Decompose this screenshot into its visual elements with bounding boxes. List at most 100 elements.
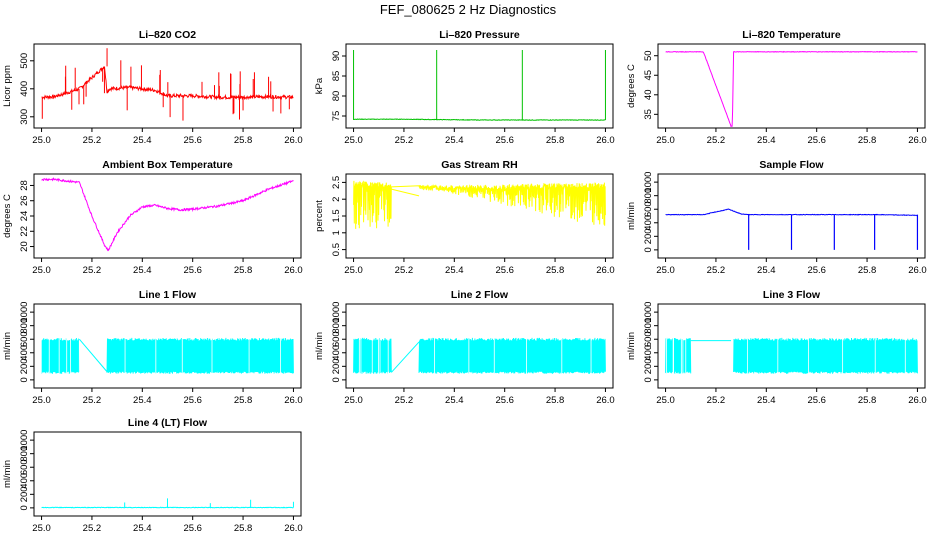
plot-frame bbox=[657, 43, 926, 129]
panel-2: Li–820 Pressure 25.0 25.2 25.4 25.6 25.8 26.0 7… bbox=[314, 29, 615, 146]
panel-9: Line 3 Flow 25.0 25.2 25.4 25.6 25.8 26.0 0 2004… bbox=[626, 289, 927, 406]
x-tick-label: 25.0 bbox=[344, 395, 363, 406]
panel-6: Sample Flow 25.0 25.2 25.4 25.6 25.8 26.0 0 2004… bbox=[626, 159, 927, 276]
panel-title: Li–820 CO2 bbox=[139, 29, 196, 41]
x-tick-label: 25.4 bbox=[445, 135, 464, 146]
x-tick-label: 26.0 bbox=[596, 135, 615, 146]
y-tick-label: 28 bbox=[19, 180, 30, 191]
y-tick-label: 300 bbox=[19, 109, 30, 125]
y-axis-label: ml/min bbox=[2, 460, 13, 488]
y-axis-label: ml/min bbox=[626, 202, 637, 230]
x-tick-label: 25.6 bbox=[183, 135, 202, 146]
plot-frame bbox=[345, 303, 614, 389]
x-tick-label: 25.6 bbox=[183, 523, 202, 534]
x-tick-label: 25.4 bbox=[133, 265, 152, 276]
x-tick-label: 25.6 bbox=[807, 395, 826, 406]
x-tick-label: 25.6 bbox=[495, 395, 514, 406]
series-line bbox=[665, 50, 918, 127]
y-tick-label: 1000 bbox=[643, 172, 654, 193]
x-tick-label: 25.4 bbox=[133, 135, 152, 146]
series-line bbox=[41, 177, 294, 252]
series-line bbox=[41, 506, 294, 509]
panel-4: Ambient Box Temperature 25.0 25.2 25.4 25.6 2… bbox=[2, 159, 303, 276]
y-tick-label: 1000 bbox=[19, 430, 30, 451]
y-tick-label: 1000 bbox=[19, 302, 30, 323]
x-tick-label: 25.4 bbox=[445, 265, 464, 276]
panel-title: Line 4 (LT) Flow bbox=[128, 417, 208, 429]
y-tick-label: 600 bbox=[643, 201, 654, 217]
y-tick-label: 400 bbox=[643, 345, 654, 361]
y-tick-label: 1000 bbox=[331, 302, 342, 323]
flow-band bbox=[733, 337, 918, 374]
plot-frame bbox=[33, 43, 302, 129]
y-tick-label: 400 bbox=[19, 473, 30, 489]
y-tick-label: 20 bbox=[19, 241, 30, 252]
y-tick-label: 90 bbox=[331, 51, 342, 62]
y-axis-label: degrees C bbox=[2, 194, 13, 238]
y-tick-label: 0 bbox=[643, 377, 654, 382]
y-tick-label: 2 bbox=[331, 197, 342, 202]
plot-frame bbox=[33, 303, 302, 389]
series-group bbox=[353, 180, 606, 229]
plot-frame bbox=[657, 303, 926, 389]
panel-title: Line 3 Flow bbox=[763, 289, 821, 301]
x-tick-label: 25.0 bbox=[32, 523, 51, 534]
y-tick-label: 22 bbox=[19, 226, 30, 237]
panel-title: Li–820 Pressure bbox=[439, 29, 520, 41]
panel-title: Gas Stream RH bbox=[441, 159, 517, 171]
rh-gap-line bbox=[391, 188, 420, 197]
x-tick-label: 25.6 bbox=[495, 135, 514, 146]
x-tick-label: 25.0 bbox=[32, 135, 51, 146]
x-tick-label: 25.2 bbox=[83, 135, 102, 146]
x-tick-label: 25.0 bbox=[32, 395, 51, 406]
series-group bbox=[41, 498, 294, 509]
series-group bbox=[353, 337, 606, 375]
series-group bbox=[41, 177, 294, 252]
plot-frame bbox=[345, 43, 614, 129]
x-tick-label: 26.0 bbox=[284, 265, 303, 276]
x-tick-label: 25.6 bbox=[183, 265, 202, 276]
y-tick-label: 24 bbox=[19, 211, 30, 222]
panel-5: Gas Stream RH 25.0 25.2 25.4 25.6 25.8 26.0 0.5… bbox=[314, 159, 615, 276]
y-tick-label: 75 bbox=[331, 111, 342, 122]
panel-10: Line 4 (LT) Flow 25.0 25.2 25.4 25.6 25.8 26.0… bbox=[2, 417, 303, 534]
plot-frame bbox=[33, 431, 302, 517]
y-tick-label: 0 bbox=[19, 377, 30, 382]
y-tick-label: 800 bbox=[643, 318, 654, 334]
y-tick-label: 200 bbox=[19, 486, 30, 502]
y-tick-label: 50 bbox=[643, 50, 654, 61]
y-tick-label: 800 bbox=[331, 318, 342, 334]
x-tick-label: 25.0 bbox=[656, 265, 675, 276]
panel-title: Sample Flow bbox=[759, 159, 824, 171]
y-tick-label: 600 bbox=[19, 459, 30, 475]
series-line bbox=[665, 208, 918, 217]
rh-noise bbox=[353, 180, 606, 229]
flow-band bbox=[665, 337, 692, 374]
x-tick-label: 26.0 bbox=[908, 395, 927, 406]
panel-3: Li–820 Temperature 25.0 25.2 25.4 25.6 25.8 26… bbox=[626, 29, 927, 146]
y-tick-label: 80 bbox=[331, 91, 342, 102]
y-tick-label: 26 bbox=[19, 195, 30, 206]
series-line bbox=[390, 341, 420, 373]
y-tick-label: 35 bbox=[643, 109, 654, 120]
x-tick-label: 26.0 bbox=[284, 135, 303, 146]
x-tick-label: 25.0 bbox=[32, 265, 51, 276]
x-tick-label: 25.2 bbox=[395, 135, 414, 146]
x-tick-label: 25.8 bbox=[546, 395, 565, 406]
x-tick-label: 25.2 bbox=[83, 395, 102, 406]
x-tick-label: 25.6 bbox=[807, 265, 826, 276]
x-tick-label: 26.0 bbox=[908, 265, 927, 276]
series-group bbox=[665, 208, 919, 250]
x-tick-label: 25.8 bbox=[546, 265, 565, 276]
x-tick-label: 25.0 bbox=[656, 395, 675, 406]
y-tick-label: 0 bbox=[19, 505, 30, 510]
series-group bbox=[665, 337, 918, 375]
y-tick-label: 800 bbox=[19, 318, 30, 334]
x-tick-label: 25.4 bbox=[133, 523, 152, 534]
x-tick-label: 25.2 bbox=[707, 265, 726, 276]
panels: Li–820 CO2 25.0 25.2 25.4 25.6 25.8 26.0 300 400… bbox=[2, 29, 927, 534]
x-tick-label: 25.0 bbox=[344, 135, 363, 146]
y-tick-label: 0.5 bbox=[331, 243, 342, 256]
x-tick-label: 26.0 bbox=[596, 265, 615, 276]
